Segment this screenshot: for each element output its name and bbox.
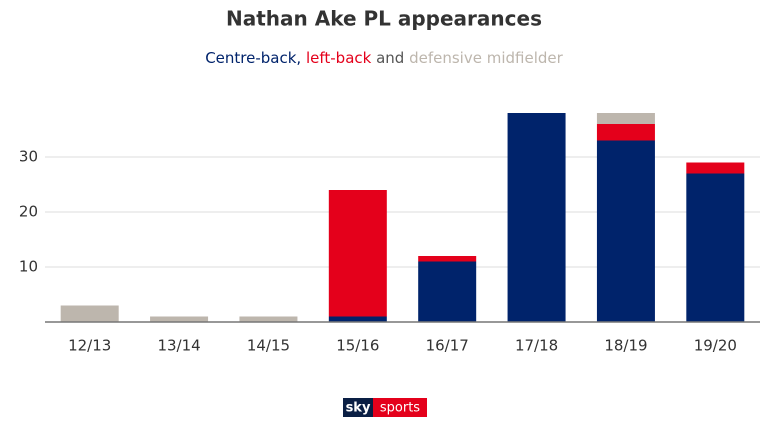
bar-segment bbox=[418, 256, 477, 262]
bar-segment bbox=[328, 316, 387, 322]
bar-segment bbox=[150, 316, 209, 322]
chart-title: Nathan Ake PL appearances bbox=[226, 7, 542, 31]
bar-segment bbox=[686, 162, 745, 174]
bar-segment bbox=[596, 140, 655, 322]
logo-bg bbox=[373, 398, 427, 417]
x-tick-label: 18/19 bbox=[604, 337, 647, 355]
x-tick-label: 19/20 bbox=[694, 337, 737, 355]
y-tick-label: 30 bbox=[19, 148, 38, 166]
logo-text: sky bbox=[346, 401, 371, 416]
bar-segment bbox=[596, 124, 655, 141]
y-tick-label: 10 bbox=[19, 258, 38, 276]
bar-segment bbox=[239, 316, 298, 322]
x-tick-label: 14/15 bbox=[247, 337, 290, 355]
bar-segment bbox=[686, 173, 745, 322]
x-tick-label: 12/13 bbox=[68, 337, 111, 355]
subtitle-separator: and bbox=[371, 49, 409, 67]
bar-segment bbox=[507, 113, 566, 322]
legend-entry: left-back bbox=[306, 49, 372, 67]
bar-segment bbox=[328, 190, 387, 317]
subtitle-separator: , bbox=[296, 49, 306, 67]
x-tick-label: 13/14 bbox=[157, 337, 200, 355]
bar-segment bbox=[418, 261, 477, 322]
logo-bg bbox=[343, 398, 373, 417]
y-tick-label: 20 bbox=[19, 203, 38, 221]
bar-segment bbox=[60, 305, 119, 322]
legend-entry: defensive midfielder bbox=[409, 49, 564, 67]
x-tick-label: 17/18 bbox=[515, 337, 558, 355]
logo-text: sports bbox=[380, 401, 420, 416]
legend-entry: Centre-back bbox=[205, 49, 297, 67]
x-tick-label: 15/16 bbox=[336, 337, 379, 355]
bar-segment bbox=[596, 113, 655, 124]
x-tick-label: 16/17 bbox=[426, 337, 469, 355]
chart-subtitle: Centre-back, left-back and defensive mid… bbox=[205, 49, 563, 67]
